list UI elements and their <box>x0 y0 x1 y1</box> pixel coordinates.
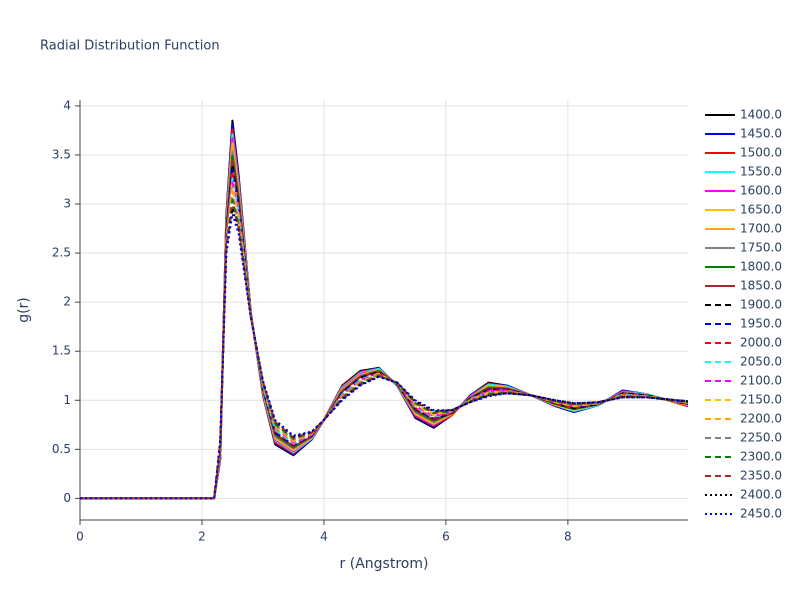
data-line <box>80 159 688 500</box>
y-tick-label: 0 <box>63 491 71 505</box>
chart-title: Radial Distribution Function <box>40 39 220 54</box>
legend-label: 2250.0 <box>740 431 782 445</box>
data-line <box>80 154 688 500</box>
data-line <box>80 128 688 500</box>
data-line <box>80 142 688 500</box>
x-tick-label: 2 <box>198 530 206 544</box>
legend-label: 1900.0 <box>740 298 782 312</box>
y-tick-label: 2.5 <box>52 246 71 260</box>
x-axis-label: r (Angstrom) <box>340 556 429 572</box>
legend-label: 2300.0 <box>740 450 782 464</box>
data-line <box>80 207 688 500</box>
legend-label: 1650.0 <box>740 203 782 217</box>
legend-label: 1450.0 <box>740 127 782 141</box>
y-tick-label: 2 <box>63 295 71 309</box>
x-tick-label: 0 <box>76 530 84 544</box>
y-tick-label: 1.5 <box>52 344 71 358</box>
legend-label: 2150.0 <box>740 393 782 407</box>
legend-label: 2050.0 <box>740 355 782 369</box>
y-tick-label: 0.5 <box>52 442 71 456</box>
data-line <box>80 146 688 500</box>
grid: 0 2 4 6 8 0 0.5 1 1.5 2 2.5 3 3.5 4 <box>52 98 688 544</box>
x-tick-label: 4 <box>320 530 328 544</box>
legend-label: 2100.0 <box>740 374 782 388</box>
legend-label: 1850.0 <box>740 279 782 293</box>
y-tick-label: 3 <box>63 197 71 211</box>
data-line <box>80 163 688 500</box>
data-line <box>80 212 688 500</box>
legend-label: 1800.0 <box>740 260 782 274</box>
data-line <box>80 177 688 500</box>
data-line <box>80 137 688 500</box>
data-line <box>80 190 688 500</box>
y-axis-label: g(r) <box>16 297 32 323</box>
legend-label: 2200.0 <box>740 412 782 426</box>
x-tick-label: 6 <box>442 530 450 544</box>
legend-label: 1700.0 <box>740 222 782 236</box>
legend-label: 2400.0 <box>740 488 782 502</box>
data-line <box>80 186 688 500</box>
legend-label: 1750.0 <box>740 241 782 255</box>
data-line <box>80 119 688 500</box>
data-line <box>80 195 688 500</box>
data-line <box>80 199 688 500</box>
x-tick-label: 8 <box>564 530 572 544</box>
plot-area <box>80 119 688 500</box>
legend-label: 2450.0 <box>740 507 782 521</box>
legend-label: 2000.0 <box>740 336 782 350</box>
legend-label: 1500.0 <box>740 146 782 160</box>
data-line <box>80 181 688 500</box>
legend-label: 1550.0 <box>740 165 782 179</box>
data-line <box>80 123 688 500</box>
legend-label: 1400.0 <box>740 108 782 122</box>
legend-label: 2350.0 <box>740 469 782 483</box>
data-line <box>80 133 688 500</box>
y-tick-label: 4 <box>63 98 71 112</box>
y-tick-label: 1 <box>63 393 71 407</box>
legend-label: 1600.0 <box>740 184 782 198</box>
legend-label: 1950.0 <box>740 317 782 331</box>
legend: 1400.0 1450.0 1500.0 1550.0 1600.0 1650.0 1700… <box>705 108 782 521</box>
y-tick-label: 3.5 <box>52 147 71 161</box>
